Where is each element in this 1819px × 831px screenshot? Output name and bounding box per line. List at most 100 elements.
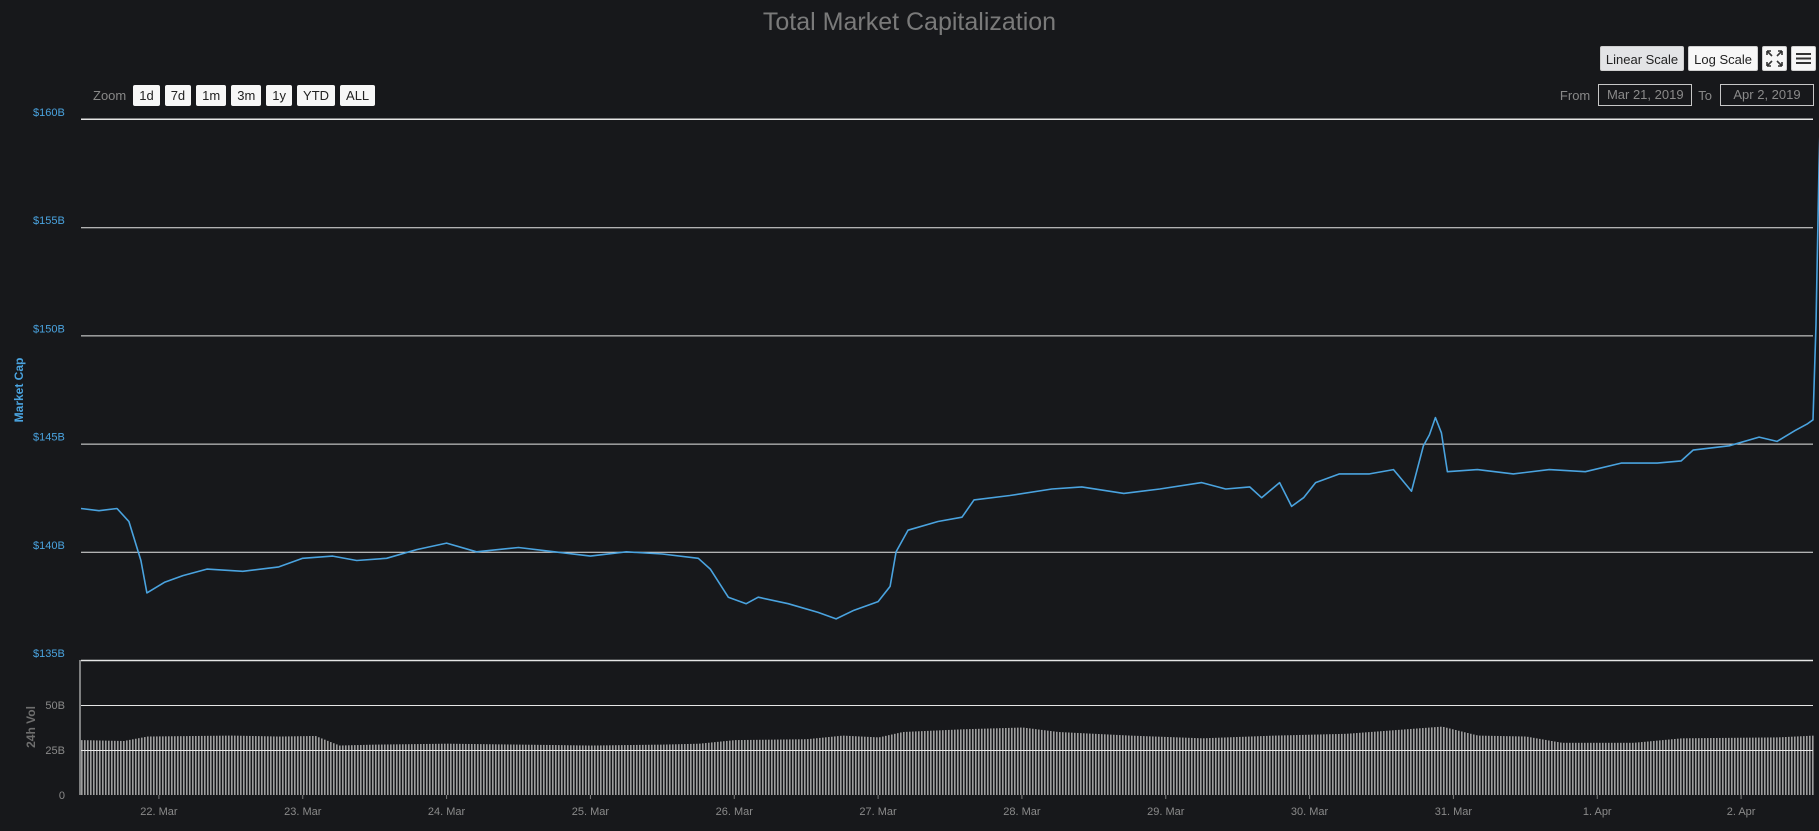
- volume-bar: [1791, 736, 1793, 795]
- volume-bar: [1371, 731, 1373, 795]
- volume-bar: [1056, 731, 1058, 795]
- volume-bar: [1533, 737, 1535, 795]
- zoom-1y-button[interactable]: 1y: [266, 85, 293, 106]
- volume-bar: [165, 736, 167, 795]
- volume-bar: [1683, 738, 1685, 795]
- volume-bar: [102, 740, 104, 795]
- volume-bar: [174, 736, 176, 795]
- volume-bar: [234, 735, 236, 795]
- volume-bar: [798, 739, 800, 795]
- volume-bar: [660, 744, 662, 795]
- linear-scale-button[interactable]: Linear Scale: [1599, 46, 1685, 71]
- volume-bar: [711, 742, 713, 795]
- volume-bar: [642, 744, 644, 795]
- volume-bar: [972, 728, 974, 795]
- volume-bar: [285, 736, 287, 795]
- from-label: From: [1559, 87, 1591, 103]
- volume-bar: [996, 728, 998, 795]
- volume-bar: [1662, 740, 1664, 795]
- volume-bar: [993, 728, 995, 795]
- volume-bar: [657, 744, 659, 795]
- volume-bar: [1122, 735, 1124, 795]
- volume-bar: [1581, 742, 1583, 795]
- volume-bar: [1275, 735, 1277, 795]
- volume-bar: [1578, 742, 1580, 795]
- volume-bar: [96, 740, 98, 795]
- volume-bar: [1104, 734, 1106, 795]
- volume-bar: [1146, 736, 1148, 795]
- volume-bar: [1077, 732, 1079, 795]
- volume-bar: [1542, 739, 1544, 795]
- volume-bar: [1110, 734, 1112, 795]
- volume-bar: [1626, 742, 1628, 795]
- volume-bar: [405, 744, 407, 795]
- volume-bar: [1395, 730, 1397, 795]
- volume-bar: [885, 735, 887, 795]
- volume-bar: [156, 736, 158, 795]
- volume-bar: [597, 745, 599, 795]
- volume-bar: [1548, 740, 1550, 795]
- volume-bar: [468, 743, 470, 795]
- volume-bar: [771, 739, 773, 795]
- volume-bar: [1704, 738, 1706, 795]
- zoom-7d-button[interactable]: 7d: [164, 85, 192, 106]
- volume-bar: [1047, 730, 1049, 795]
- volume-bar: [111, 740, 113, 795]
- volume-bar: [1356, 733, 1358, 795]
- menu-button[interactable]: [1791, 46, 1816, 71]
- volume-bar: [222, 735, 224, 795]
- volume-bar: [738, 740, 740, 795]
- from-date-input[interactable]: Mar 21, 2019: [1598, 84, 1693, 106]
- volume-bar: [1476, 735, 1478, 795]
- volume-bar: [1503, 736, 1505, 795]
- volume-bar: [1554, 741, 1556, 795]
- volume-bar: [1059, 732, 1061, 795]
- volume-bar: [1473, 734, 1475, 795]
- volume-bar: [1377, 731, 1379, 795]
- volume-bar: [1050, 731, 1052, 795]
- volume-bar: [303, 736, 305, 795]
- volume-bar: [789, 739, 791, 795]
- volume-bar: [1335, 734, 1337, 795]
- volume-bar: [1455, 729, 1457, 795]
- volume-bar: [1812, 735, 1814, 795]
- volume-bar: [444, 743, 446, 795]
- volume-bar: [984, 728, 986, 795]
- volume-bar: [894, 733, 896, 795]
- volume-bar: [1359, 732, 1361, 795]
- volume-bar: [306, 736, 308, 795]
- volume-bar: [1404, 729, 1406, 795]
- volume-bar: [633, 744, 635, 795]
- volume-bar: [1608, 742, 1610, 795]
- volume-bar: [513, 744, 515, 795]
- zoom-all-button[interactable]: ALL: [340, 85, 376, 106]
- volume-bar: [1767, 737, 1769, 795]
- zoom-1d-button[interactable]: 1d: [133, 85, 160, 106]
- volume-bar: [195, 735, 197, 795]
- volume-bar: [1329, 734, 1331, 795]
- volume-bar: [636, 744, 638, 795]
- volume-bar: [1764, 737, 1766, 795]
- volume-bar: [1803, 736, 1805, 795]
- x-tick-label-3: 25. Mar: [572, 806, 610, 818]
- volume-bar: [1134, 735, 1136, 795]
- volume-bar: [1344, 733, 1346, 795]
- volume-bar: [1680, 738, 1682, 795]
- volume-bar: [138, 738, 140, 795]
- volume-bar: [1725, 737, 1727, 795]
- volume-bar: [792, 739, 794, 795]
- log-scale-button[interactable]: Log Scale: [1688, 46, 1758, 71]
- zoom-1m-button[interactable]: 1m: [196, 85, 227, 106]
- volume-bar: [507, 744, 509, 795]
- zoom-ytd-button[interactable]: YTD: [297, 85, 336, 106]
- to-date-input[interactable]: Apr 2, 2019: [1720, 84, 1814, 106]
- volume-bar: [1266, 735, 1268, 795]
- volume-bar: [1338, 733, 1340, 795]
- volume-bar: [1515, 736, 1517, 795]
- zoom-3m-button[interactable]: 3m: [231, 85, 262, 106]
- fullscreen-button[interactable]: [1762, 46, 1787, 71]
- volume-bar: [1587, 742, 1589, 795]
- volume-bar: [651, 744, 653, 795]
- volume-bar: [1422, 728, 1424, 795]
- volume-bar: [810, 738, 812, 795]
